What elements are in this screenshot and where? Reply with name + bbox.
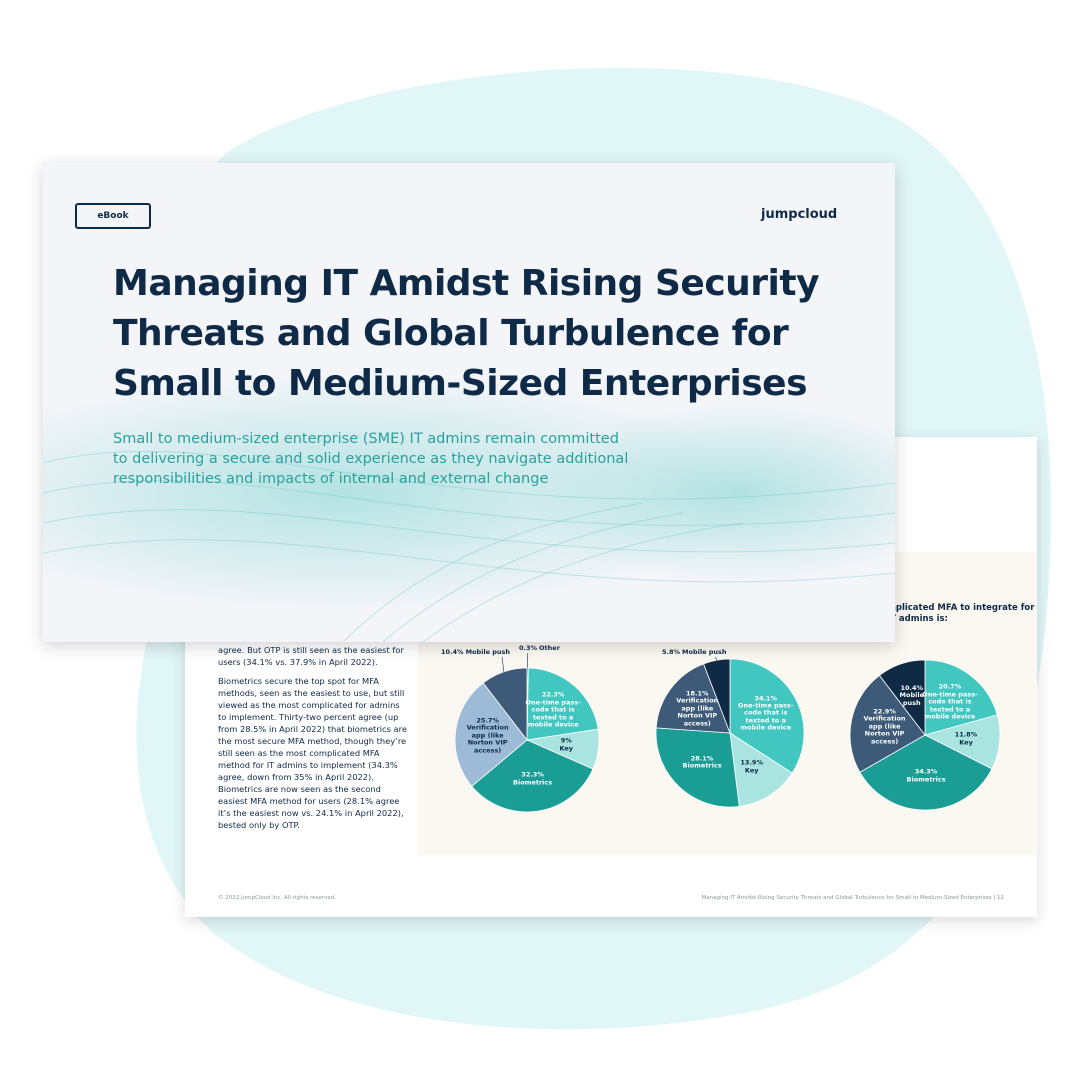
slice-category: Verification app (like Norton VIP access…: [676, 696, 719, 727]
footer-left: © 2022 JumpCloud Inc. All rights reserve…: [218, 895, 337, 901]
slice-label: 0.3% Other: [519, 644, 562, 652]
slice-category: Key: [959, 738, 973, 747]
slice-value: 0.3%: [519, 644, 538, 652]
leader-line: [501, 656, 505, 672]
slice-value: 22.9%: [873, 707, 896, 716]
slice-label: 22.3% One-time pass-code that is texted t…: [523, 690, 583, 729]
slice-category: Biometrics: [682, 761, 722, 770]
slice-label: 25.7% Verification app (like Norton VIP a…: [460, 715, 515, 754]
pie-slice: [655, 663, 731, 734]
slice-category: Mobile push: [682, 648, 727, 656]
slice-value: 20.7%: [938, 682, 962, 691]
slice-label: 5.8% Mobile push: [662, 648, 729, 656]
pie-slice: [471, 739, 594, 813]
body-text: agree. But OTP is still seen as the easi…: [218, 644, 408, 831]
slice-value: 32.3%: [521, 770, 544, 779]
pie-slice: [849, 674, 926, 773]
slice-category: Verification app (like Norton VIP access…: [466, 723, 509, 754]
slice-value: 13.9%: [740, 758, 763, 767]
slice-label: 10.4% Mobile push: [441, 648, 512, 656]
slice-category: Other: [539, 644, 560, 652]
cover-title: Managing IT Amidst Rising Security Threa…: [113, 263, 820, 404]
slice-category: Verification app (like Norton VIP access…: [863, 714, 906, 746]
slice-label: 34.3% Biometrics: [901, 767, 951, 784]
logo: jumpcloud: [761, 207, 838, 222]
slice-value: 28.1%: [690, 754, 714, 763]
slice-label: 22.9% Verification app (like Norton VIP a…: [857, 707, 912, 746]
slice-label: 13.9% Key: [737, 758, 767, 775]
slice-value: 34.1%: [754, 693, 777, 702]
slice-label: 9% Key: [551, 736, 581, 753]
pie-slice: [482, 667, 528, 742]
slice-label: 18.1% Verification app (like Norton VIP a…: [675, 689, 719, 727]
slice-category: Key: [744, 766, 759, 775]
slice-value: 25.7%: [476, 715, 499, 724]
cover-subtitle: Small to medium-sized enterprise (SME) I…: [113, 431, 629, 487]
slice-category: Biometrics: [906, 775, 946, 784]
pie-slice: [924, 659, 998, 736]
pie-slice: [454, 682, 528, 787]
slice-category: Biometrics: [513, 778, 553, 787]
slice-label: 20.7% One-time pass-code that is texted t…: [919, 682, 981, 721]
slice-label: 11.8% Key: [951, 730, 981, 747]
slice-category: One-time pass-code that is texted to a m…: [737, 701, 794, 732]
pie-slice: [729, 732, 793, 807]
slice-category: Mobile push: [899, 691, 924, 707]
panel-heading: mplicated MFA to integrate for IT admins…: [887, 603, 1035, 625]
pie-slice: [703, 658, 731, 734]
footer-right: Managing IT Amidst Rising Security Threa…: [701, 895, 1004, 901]
slice-value: 10.4%: [900, 683, 924, 692]
slice-label: 32.3% Biometrics: [508, 770, 558, 787]
slice-value: 9%: [560, 736, 572, 745]
slice-label: 28.1% Biometrics: [677, 754, 727, 770]
slice-value: 18.1%: [686, 689, 709, 698]
pie-slice: [655, 727, 740, 808]
pie-slice: [878, 659, 926, 737]
slice-value: 5.8%: [662, 648, 681, 656]
slice-label: 34.1% One-time pass-code that is texted t…: [736, 693, 796, 732]
slice-category: Mobile push: [465, 648, 511, 656]
slice-label: 10.4% Mobile push: [897, 683, 927, 707]
slice-value: 11.8%: [954, 730, 978, 739]
leader-line: [715, 656, 717, 661]
cover: eBook jumpcloud Managing IT Amidst Risin…: [43, 163, 895, 642]
pie-slice: [526, 667, 599, 741]
slice-category: Key: [559, 744, 574, 753]
slice-category: One-time pass-code that is texted to a m…: [525, 698, 581, 729]
slice-category: One-time pass-code that is texted to a m…: [922, 689, 978, 721]
paragraph: agree. But OTP is still seen as the easi…: [218, 645, 404, 668]
paragraph: Biometrics secure the top spot for MFA m…: [218, 676, 407, 831]
slice-value: 22.3%: [541, 690, 565, 699]
slice-value: 34.3%: [914, 767, 938, 776]
cover-decoration: [43, 373, 895, 642]
badge: eBook: [75, 203, 151, 229]
slice-value: 10.4%: [441, 648, 464, 656]
